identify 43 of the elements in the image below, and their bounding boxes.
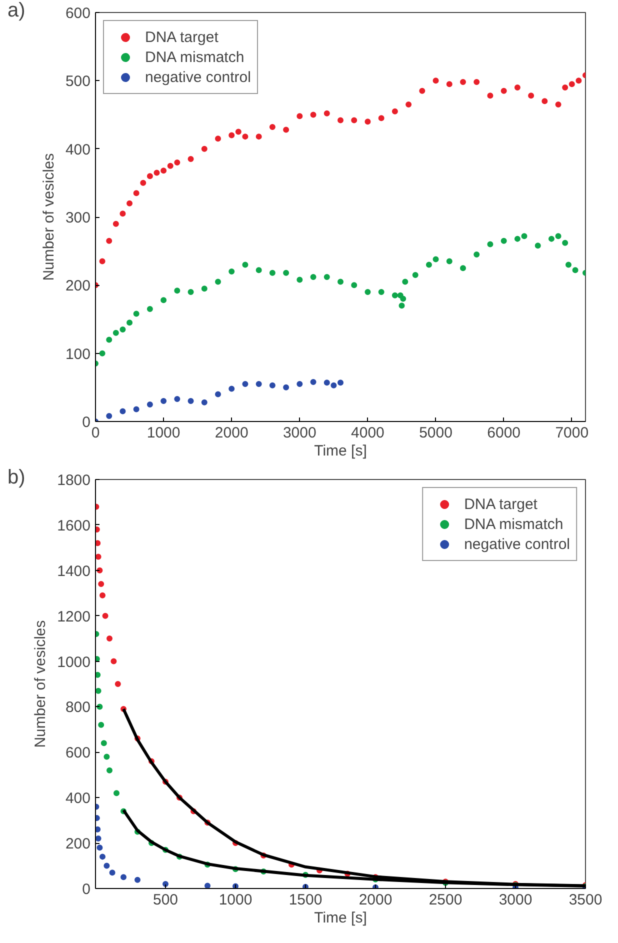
x-tick-label: 3500	[568, 892, 602, 908]
x-tick-label: 3000	[282, 424, 316, 442]
x-tick-label: 6000	[487, 424, 521, 442]
x-tick-label: 500	[152, 892, 178, 908]
x-tick-label: 2000	[358, 892, 392, 908]
x-tick-label: 1500	[288, 892, 322, 908]
y-tick-label: 600	[65, 5, 91, 22]
x-axis-title: Time [s]	[314, 910, 367, 926]
legend-label: DNA target	[145, 28, 218, 46]
legend-label: DNA mismatch	[464, 516, 564, 532]
y-tick-label: 600	[65, 744, 91, 762]
x-tick-label: 7000	[555, 424, 589, 442]
legend-label: DNA mismatch	[145, 48, 244, 66]
y-axis-title: Number of vesicles	[40, 153, 58, 281]
y-tick-label: 1600	[57, 517, 91, 534]
x-tick-label: 1000	[218, 892, 252, 908]
y-tick-label: 1800	[57, 472, 91, 489]
y-tick-label: 500	[65, 73, 91, 90]
legend-label: negative control	[145, 68, 251, 86]
y-tick-label: 1400	[57, 562, 91, 580]
x-tick-label: 2500	[428, 892, 462, 908]
x-tick-label: 1000	[146, 424, 180, 442]
text: b)	[8, 466, 26, 488]
x-tick-label: 3000	[498, 892, 532, 908]
x-tick-label: 2000	[214, 424, 248, 442]
y-tick-label: 300	[65, 210, 91, 226]
legend-label: DNA target	[464, 496, 538, 512]
y-tick-label: 0	[82, 414, 90, 431]
legend-label: negative control	[464, 536, 570, 552]
y-tick-label: 400	[65, 141, 91, 158]
y-tick-label: 0	[82, 881, 90, 898]
text: a)	[8, 0, 26, 22]
x-tick-label: 4000	[351, 424, 384, 442]
y-tick-label: 200	[65, 836, 91, 853]
y-tick-label: 1000	[57, 654, 91, 671]
x-axis-title: Time [s]	[314, 442, 367, 460]
y-tick-label: 200	[65, 278, 91, 295]
y-tick-label: 1200	[57, 608, 91, 626]
y-tick-label: 100	[65, 346, 91, 363]
y-tick-label: 800	[65, 699, 91, 716]
y-tick-label: 400	[65, 790, 91, 808]
y-axis-title: Number of vesicles	[32, 620, 50, 748]
x-tick-label: 5000	[419, 424, 452, 442]
